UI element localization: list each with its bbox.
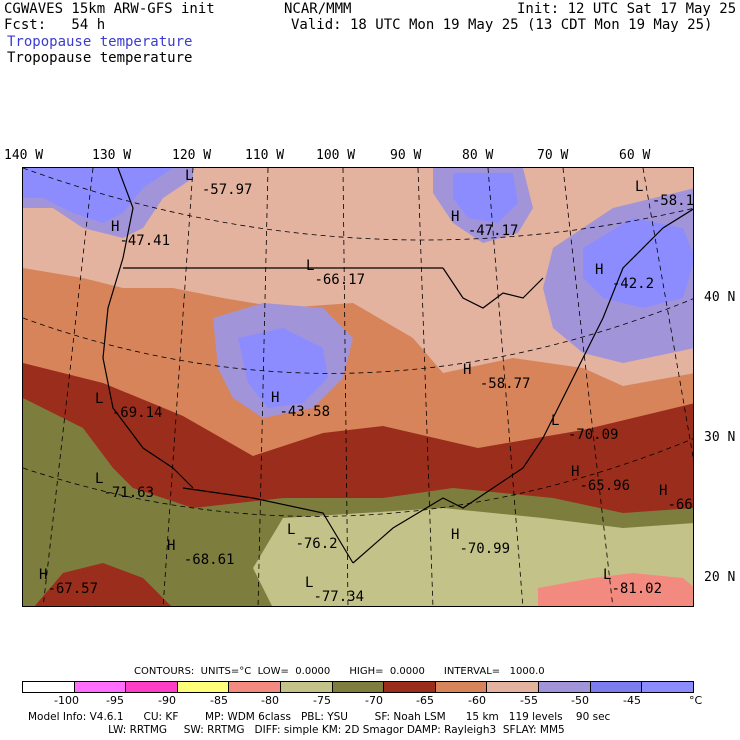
meridian-120w [162,168,194,606]
colorbar-swatch [74,682,127,692]
meridian-80w [487,168,524,606]
center-label: L -77.34 [305,575,365,605]
lon-label-90w: 90 W [390,148,422,163]
valid-time: Valid: 18 UTC Mon 19 May 25 (13 CDT Mon … [291,17,713,33]
colorbar-swatch [229,682,282,692]
center-label: H -47.41 [111,219,171,249]
lat-label-30n: 30 N [704,430,736,445]
colorbar-tick: -90 [158,694,176,707]
center-label: L -58.18 [635,179,694,209]
center-label: H -42.2 [595,262,655,292]
center-label: H -68.61 [167,538,235,568]
meridian-60w [642,168,693,459]
center-label: H -65.96 [571,464,631,494]
forecast-hour: Fcst: 54 h [4,17,106,33]
colorbar-swatch [177,682,230,692]
colorbar-swatch [126,682,178,692]
colorbar-unit: °C [689,694,703,707]
great-lakes-outline [442,267,544,309]
lon-label-130w: 130 W [92,148,132,163]
west-coastline [102,168,194,489]
field-name-blue: Tropopause temperature [7,34,193,50]
us-mexico-border [182,487,354,564]
center-label: H -70.99 [451,527,511,557]
colorbar-swatch [23,682,75,692]
east-gulf-coastline [352,208,693,564]
meridian-130w [42,168,94,606]
lon-label-80w: 80 W [462,148,494,163]
graticule [23,168,693,606]
meridian-90w [417,168,434,606]
ne-high-core [453,173,518,223]
colorbar-tick: -100 [54,694,79,707]
model-title: CGWAVES 15km ARW-GFS init [4,1,215,17]
band-80-to-75 [538,573,693,606]
colorbar-swatch [435,682,488,692]
central-high-core [238,328,328,408]
center-label: L -70.09 [551,413,619,443]
colorbar-swatch [642,682,693,692]
geo-lines [102,168,693,564]
sw-band [34,563,171,606]
center-label: H -58.77 [463,362,531,392]
colorbar [22,681,694,693]
center-label: H -67.57 [39,567,99,597]
colorbar-tick: -50 [571,694,589,707]
model-info-line2: LW: RRTMG SW: RRTMG DIFF: simple KM: 2D … [28,724,565,736]
lat-label-20n: 20 N [704,570,736,585]
colorbar-tick: -65 [416,694,434,707]
colorbar-tick: -80 [261,694,279,707]
center-label: L -57.97 [185,168,253,198]
center-name: NCAR/MMM [284,1,352,17]
band-55-to-50 [23,168,693,386]
colorbar-tick: -85 [210,694,228,707]
colorbar-swatch [332,682,385,692]
colorbar-tick: -45 [623,694,641,707]
colorbar-swatch [384,682,436,692]
center-label: H -43.58 [271,390,331,420]
colorbar-tick: -55 [520,694,538,707]
nw-band-45-to-40 [23,168,173,223]
center-label: L -76.2 [287,522,338,552]
east-high-core [583,218,693,308]
lon-label-60w: 60 W [619,148,651,163]
temperature-field [23,168,693,606]
colorbar-tick: -70 [365,694,383,707]
map-panel: L -57.97 H -47.41 H -47.17 L -58.18 L -6… [22,167,694,607]
colorbar-tick: -75 [313,694,331,707]
model-info-line1: Model Info: V4.6.1 CU: KF MP: WDM 6class… [28,711,611,723]
lon-label-70w: 70 W [537,148,569,163]
center-label: L -66.17 [306,258,366,288]
lon-label-110w: 110 W [245,148,285,163]
meridian-110w [257,168,269,606]
center-label: L -71.63 [95,471,155,501]
colorbar-tick: -60 [468,694,486,707]
field-name: Tropopause temperature [7,50,193,66]
parallel-40n [23,298,693,374]
colorbar-swatch [590,682,643,692]
colorbar-tick: -95 [106,694,124,707]
contour-info: CONTOURS: UNITS=°C LOW= 0.0000 HIGH= 0.0… [134,666,545,677]
meridian-70w [562,168,614,606]
lon-label-120w: 120 W [172,148,212,163]
meridian-100w [342,168,349,606]
colorbar-swatch [539,682,591,692]
colorbar-swatch [487,682,540,692]
colorbar-swatch [281,682,333,692]
center-label: L -81.02 [603,567,663,597]
lon-label-140w: 140 W [4,148,44,163]
init-time: Init: 12 UTC Sat 17 May 25 [517,1,737,17]
center-label: H -47.17 [451,209,519,239]
center-label: H -66.5 [659,483,693,513]
center-label: L -69.14 [95,391,163,421]
lat-label-40n: 40 N [704,290,736,305]
lon-label-100w: 100 W [316,148,356,163]
